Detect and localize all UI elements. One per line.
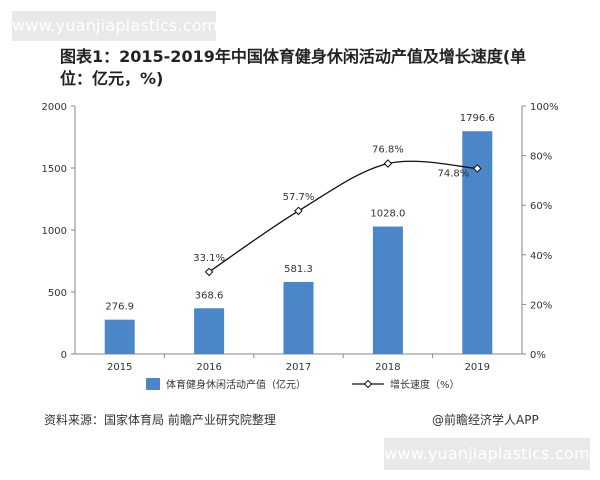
x-tick-label: 2018 [375, 362, 400, 373]
bar-value-label: 581.3 [284, 264, 313, 275]
right-tick-label: 100% [530, 102, 559, 113]
growth-line [208, 160, 478, 273]
line-point-marker [204, 267, 214, 277]
bar [194, 308, 225, 354]
x-tick-label: 2015 [107, 362, 132, 373]
legend-line-marker [363, 379, 373, 389]
left-tick-label: 500 [48, 288, 67, 299]
chart-title: 图表1：2015-2019年中国体育健身休闲活动产值及增长速度(单位：亿元，%) [60, 47, 527, 88]
legend-line-label: 增长速度（%） [390, 378, 460, 391]
left-tick-label: 1000 [42, 226, 67, 237]
legend-bar-label: 体育健身休闲活动产值（亿元） [166, 378, 306, 391]
x-tick-label: 2019 [465, 362, 490, 373]
line-value-label: 57.7% [283, 192, 315, 203]
bar-value-label: 368.6 [195, 290, 224, 301]
chart-legend: 体育健身休闲活动产值（亿元） 增长速度（%） [146, 378, 460, 391]
bar-series [104, 131, 493, 354]
line-value-label: 74.8% [438, 168, 470, 179]
right-tick-label: 20% [530, 300, 552, 311]
right-tick-label: 40% [530, 251, 552, 262]
bar-value-label: 1028.0 [370, 209, 405, 220]
watermark-bottom: www.yuanjiaplastics.com [384, 438, 590, 470]
left-tick-label: 1500 [42, 164, 67, 175]
line-point-marker [472, 164, 482, 173]
line-point-marker [294, 206, 303, 216]
right-tick-label: 60% [530, 201, 552, 212]
x-tick-label: 2016 [196, 362, 221, 373]
line-value-label: 33.1% [193, 253, 225, 264]
bar-value-label: 276.9 [105, 302, 134, 313]
legend-bar-swatch [146, 378, 160, 390]
bar [283, 281, 314, 354]
bar [372, 226, 403, 354]
brand-credit: @前瞻经济学人APP [432, 413, 539, 427]
right-tick-label: 80% [530, 152, 552, 163]
data-labels: 276.9 368.6 581.3 1028.0 1796.6 33.1% 57.7% 76.… [105, 113, 494, 312]
line-value-label: 76.8% [372, 145, 404, 156]
bar [104, 319, 135, 354]
chart-axes: 0 500 1000 1500 2000 0% 20% 40% 60% 80% 100% 2015 20… [42, 102, 559, 373]
right-tick-label: 0% [530, 350, 546, 361]
bar-value-label: 1796.6 [460, 113, 495, 124]
source-note: 资料来源：国家体育局 前瞻产业研究院整理 [44, 413, 276, 427]
left-tick-label: 2000 [42, 102, 67, 113]
line-point-marker [383, 159, 393, 168]
left-tick-label: 0 [61, 350, 67, 361]
watermark-top: www.yuanjiaplastics.com [12, 11, 217, 41]
x-tick-label: 2017 [286, 362, 311, 373]
line-series [204, 159, 482, 277]
